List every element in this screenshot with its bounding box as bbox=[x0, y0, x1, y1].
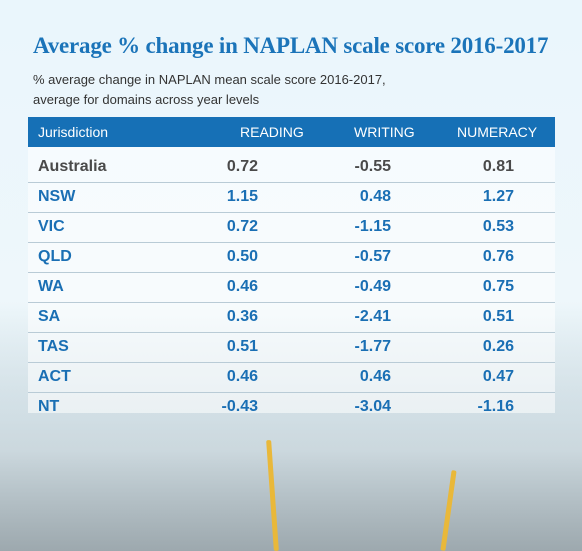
table-row: TAS 0.51 -1.77 0.26 bbox=[28, 333, 555, 363]
cell-writing: -2.41 bbox=[354, 308, 391, 325]
cell-writing: -0.57 bbox=[354, 248, 391, 265]
table-row: SA 0.36 -2.41 0.51 bbox=[28, 303, 555, 333]
table-row: WA 0.46 -0.49 0.75 bbox=[28, 273, 555, 303]
cell-jurisdiction: NT bbox=[38, 398, 60, 415]
cell-numeracy: 0.76 bbox=[482, 248, 514, 265]
cell-writing: -0.55 bbox=[354, 158, 391, 175]
table-header: Jurisdiction READING WRITING NUMERACY bbox=[28, 117, 555, 147]
column-header-writing: WRITING bbox=[354, 124, 415, 140]
cell-reading: 1.15 bbox=[226, 188, 258, 205]
cell-writing: 0.46 bbox=[359, 368, 391, 385]
cell-reading: 0.46 bbox=[226, 278, 258, 295]
cell-reading: 0.46 bbox=[226, 368, 258, 385]
table-row: NSW 1.15 0.48 1.27 bbox=[28, 183, 555, 213]
table-row: Australia 0.72 -0.55 0.81 bbox=[28, 153, 555, 183]
cell-numeracy: 0.51 bbox=[482, 308, 514, 325]
cell-reading: -0.43 bbox=[221, 398, 258, 415]
cell-numeracy: 0.75 bbox=[482, 278, 514, 295]
column-header-reading: READING bbox=[240, 124, 304, 140]
cell-numeracy: -1.16 bbox=[477, 398, 514, 415]
page-title: Average % change in NAPLAN scale score 2… bbox=[33, 33, 549, 58]
cell-numeracy: 1.27 bbox=[482, 188, 514, 205]
cell-jurisdiction: Australia bbox=[38, 158, 107, 175]
cell-jurisdiction: VIC bbox=[38, 218, 65, 235]
cell-numeracy: 0.81 bbox=[482, 158, 514, 175]
cell-reading: 0.51 bbox=[226, 338, 258, 355]
table-row: ACT 0.46 0.46 0.47 bbox=[28, 363, 555, 393]
cell-reading: 0.36 bbox=[226, 308, 258, 325]
cell-jurisdiction: NSW bbox=[38, 188, 76, 205]
cell-reading: 0.72 bbox=[226, 158, 258, 175]
cell-jurisdiction: WA bbox=[38, 278, 64, 295]
cell-jurisdiction: SA bbox=[38, 308, 61, 325]
cell-reading: 0.50 bbox=[226, 248, 258, 265]
cell-writing: -3.04 bbox=[354, 398, 391, 415]
cell-numeracy: 0.26 bbox=[482, 338, 514, 355]
cell-jurisdiction: ACT bbox=[38, 368, 71, 385]
cell-writing: -0.49 bbox=[354, 278, 391, 295]
cell-jurisdiction: QLD bbox=[38, 248, 72, 265]
table-row: NT -0.43 -3.04 -1.16 bbox=[28, 393, 555, 422]
column-header-jurisdiction: Jurisdiction bbox=[38, 124, 109, 140]
cell-writing: -1.77 bbox=[354, 338, 391, 355]
cell-writing: -1.15 bbox=[354, 218, 391, 235]
table-row: QLD 0.50 -0.57 0.76 bbox=[28, 243, 555, 273]
subtitle: % average change in NAPLAN mean scale sc… bbox=[33, 70, 513, 110]
cell-reading: 0.72 bbox=[226, 218, 258, 235]
cell-writing: 0.48 bbox=[359, 188, 391, 205]
table-body: Australia 0.72 -0.55 0.81 NSW 1.15 0.48 1.27 VIC… bbox=[28, 153, 555, 422]
cell-numeracy: 0.53 bbox=[482, 218, 514, 235]
subtitle-line: average for domains across year levels bbox=[33, 92, 260, 107]
column-header-numeracy: NUMERACY bbox=[457, 124, 538, 140]
subtitle-line: % average change in NAPLAN mean scale sc… bbox=[33, 72, 386, 87]
cell-jurisdiction: TAS bbox=[38, 338, 69, 355]
table-row: VIC 0.72 -1.15 0.53 bbox=[28, 213, 555, 243]
table-panel bbox=[28, 117, 555, 413]
cell-numeracy: 0.47 bbox=[482, 368, 514, 385]
